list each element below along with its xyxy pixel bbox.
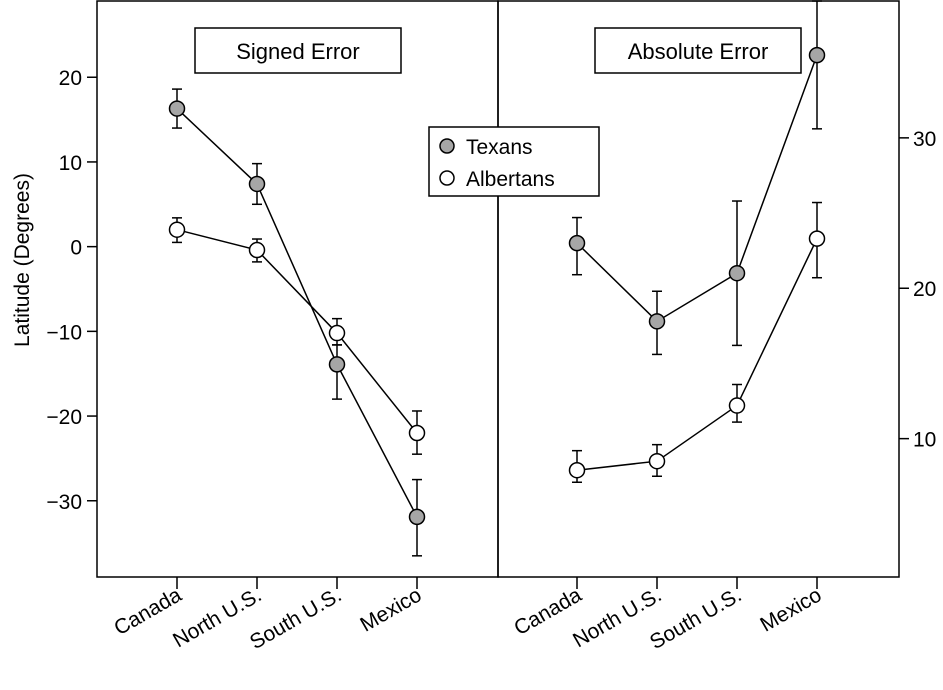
right-y-tick-label: 30 [913,128,936,151]
left-x-tick-label: Mexico [356,583,425,636]
right-albertans-point [728,397,746,414]
legend: Texans Albertans [428,126,600,197]
right-texans-point [648,313,666,330]
right-panel-label-box [594,27,802,74]
left-albertans-point [408,424,426,442]
right-panel-label-text: Absolute Error [628,39,769,64]
left-panel-frame [96,0,499,578]
left-texans-point [408,508,426,526]
right-x-tick-label: Mexico [756,583,825,636]
left-y-tick-label: 0 [70,237,82,260]
left-y-tick-label: −20 [46,406,82,429]
left-panel-label-box [194,27,402,74]
legend-label-texans: Texans [466,136,533,159]
right-texans-point [808,46,826,64]
left-y-tick-label: −10 [46,321,82,344]
left-y-tick-label: −30 [46,491,82,514]
left-texans-point [168,100,186,117]
right-texans-line [576,54,818,323]
left-panel-label-text: Signed Error [236,39,360,64]
left-texans-point [248,175,266,193]
right-y-tick-label: 20 [913,278,936,301]
right-albertans-line [576,238,818,471]
left-albertans-point [248,241,266,259]
right-panel-frame [497,0,900,578]
left-texans-line [176,108,418,518]
legend-label-albertans: Albertans [466,168,555,191]
left-albertans-line [176,228,418,434]
left-texans-point [328,356,346,373]
right-x-tick-label: South U.S. [646,583,745,654]
legend-marker-texans [439,138,455,154]
right-y-tick-label: 10 [913,429,936,452]
right-albertans-point [808,230,826,247]
left-albertans-point [168,221,186,238]
left-y-tick-label: 20 [59,67,82,90]
right-albertans-point [648,452,666,470]
right-panel-label: Absolute Error [594,27,802,74]
right-texans-point [728,264,746,282]
legend-box [428,126,600,197]
y-axis-title: Latitude (Degrees) [11,173,34,347]
right-texans-point [568,234,586,252]
legend-marker-albertans [439,170,455,186]
left-panel-plot [168,88,426,557]
right-albertans-point [568,461,586,479]
right-panel-plot [568,0,826,484]
left-panel-label: Signed Error [194,27,402,74]
left-x-tick-label: South U.S. [246,583,345,654]
left-albertans-point [328,324,346,342]
left-y-tick-label: 10 [59,152,82,175]
